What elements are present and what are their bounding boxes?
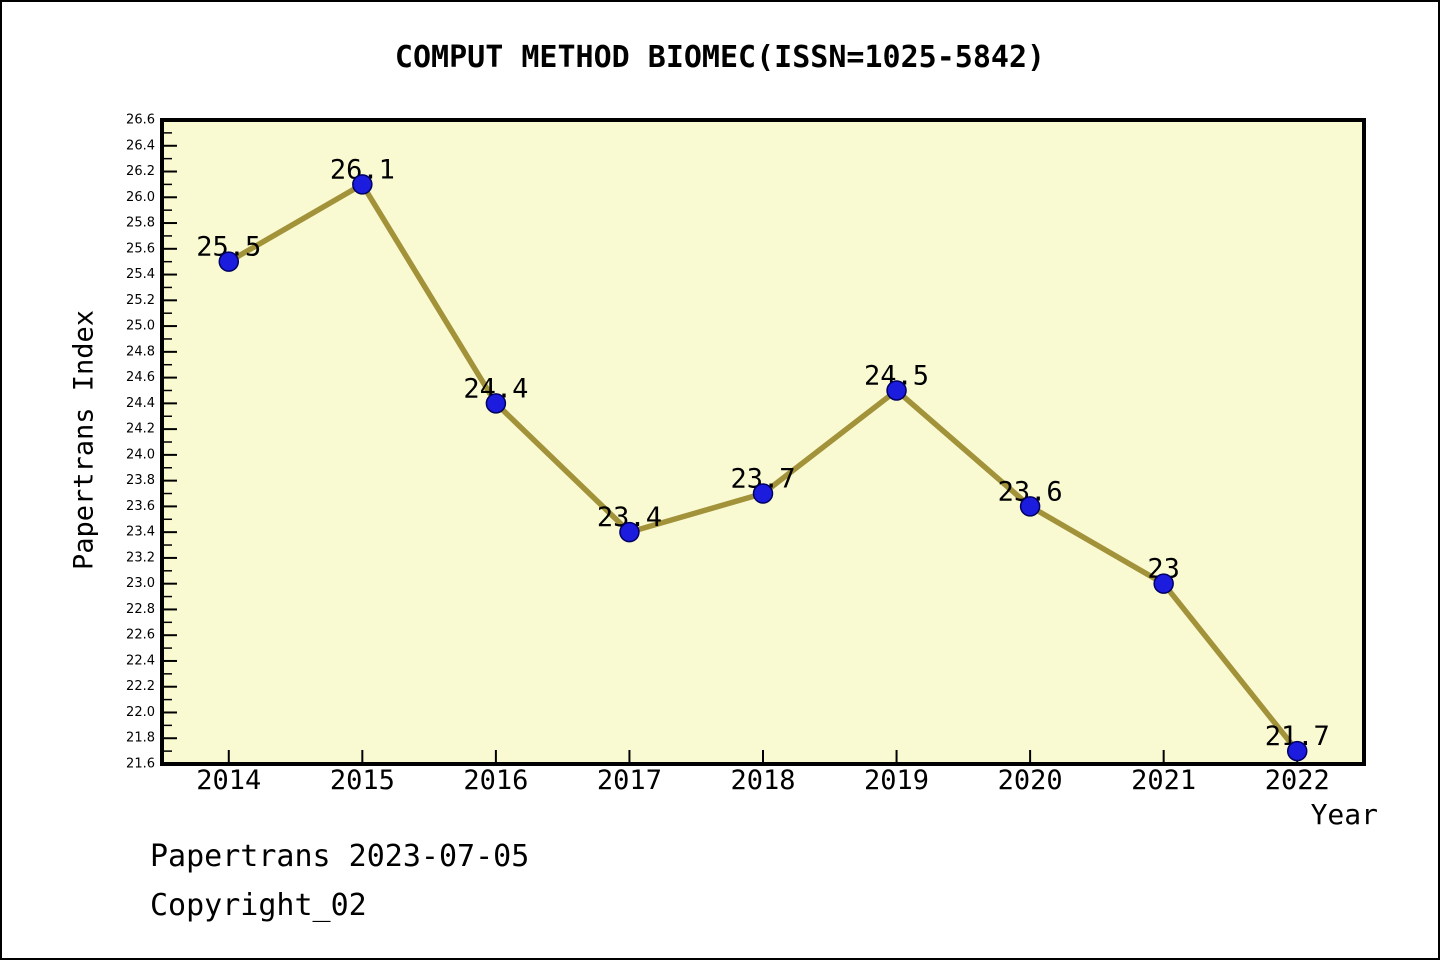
data-point	[485, 393, 507, 414]
data-point	[1153, 573, 1174, 594]
y-tick-label: 22.2	[126, 679, 155, 694]
x-tick-label: 2022	[1265, 765, 1330, 796]
y-axis-title: Papertrans Index	[68, 309, 100, 571]
x-tick-label: 2016	[463, 765, 528, 796]
chart-title: COMPUT METHOD BIOMEC(ISSN=1025-5842)	[394, 40, 1046, 75]
y-tick-label: 23.8	[126, 473, 155, 488]
y-tick-label: 23.0	[126, 576, 155, 591]
y-tick-label: 21.8	[126, 731, 155, 746]
y-tick-label: 24.8	[126, 344, 155, 359]
watermark-source-date: Papertrans 2023-07-05	[150, 839, 530, 874]
y-tick-label: 24.2	[126, 422, 155, 437]
y-tick-label: 22.8	[126, 602, 155, 617]
y-tick-label: 26.6	[126, 113, 155, 128]
x-tick-label: 2019	[864, 765, 929, 796]
data-point	[1019, 496, 1041, 517]
y-tick-label: 25.4	[126, 267, 155, 282]
y-tick-label: 26.4	[126, 138, 155, 153]
y-tick-label: 23.4	[126, 525, 155, 540]
y-tick-label: 24.0	[126, 447, 155, 462]
plot-frame	[160, 118, 1366, 766]
data-point	[218, 251, 240, 272]
y-tick-label: 21.6	[126, 757, 155, 772]
x-tick-label: 2020	[998, 765, 1063, 796]
x-tick-label: 2018	[730, 765, 795, 796]
x-tick-label: 2021	[1131, 765, 1196, 796]
y-tick-label: 22.0	[126, 705, 155, 720]
x-axis-title: Year	[1310, 798, 1378, 831]
x-tick-label: 2015	[330, 765, 395, 796]
y-tick-label: 23.6	[126, 499, 155, 514]
data-point	[619, 521, 640, 543]
y-tick-label: 24.6	[126, 370, 155, 385]
x-tick-label: 2017	[597, 765, 662, 796]
y-tick-label: 26.0	[126, 190, 155, 205]
y-tick-label: 22.4	[126, 653, 155, 668]
y-tick-label: 25.8	[126, 216, 155, 231]
y-tick-label: 25.6	[126, 241, 155, 256]
plot-area	[162, 120, 1364, 764]
y-tick-label: 22.6	[126, 628, 155, 643]
data-point	[752, 483, 774, 504]
watermark-copyright: Copyright_02	[150, 888, 367, 923]
x-tick-label: 2014	[196, 765, 261, 796]
y-tick-label: 25.0	[126, 319, 155, 334]
y-tick-label: 23.2	[126, 550, 155, 565]
data-point	[886, 380, 907, 401]
y-tick-label: 25.2	[126, 293, 155, 308]
data-point	[352, 174, 373, 195]
data-point	[1286, 740, 1308, 762]
y-tick-label: 24.4	[126, 396, 155, 411]
y-tick-label: 26.2	[126, 164, 155, 179]
